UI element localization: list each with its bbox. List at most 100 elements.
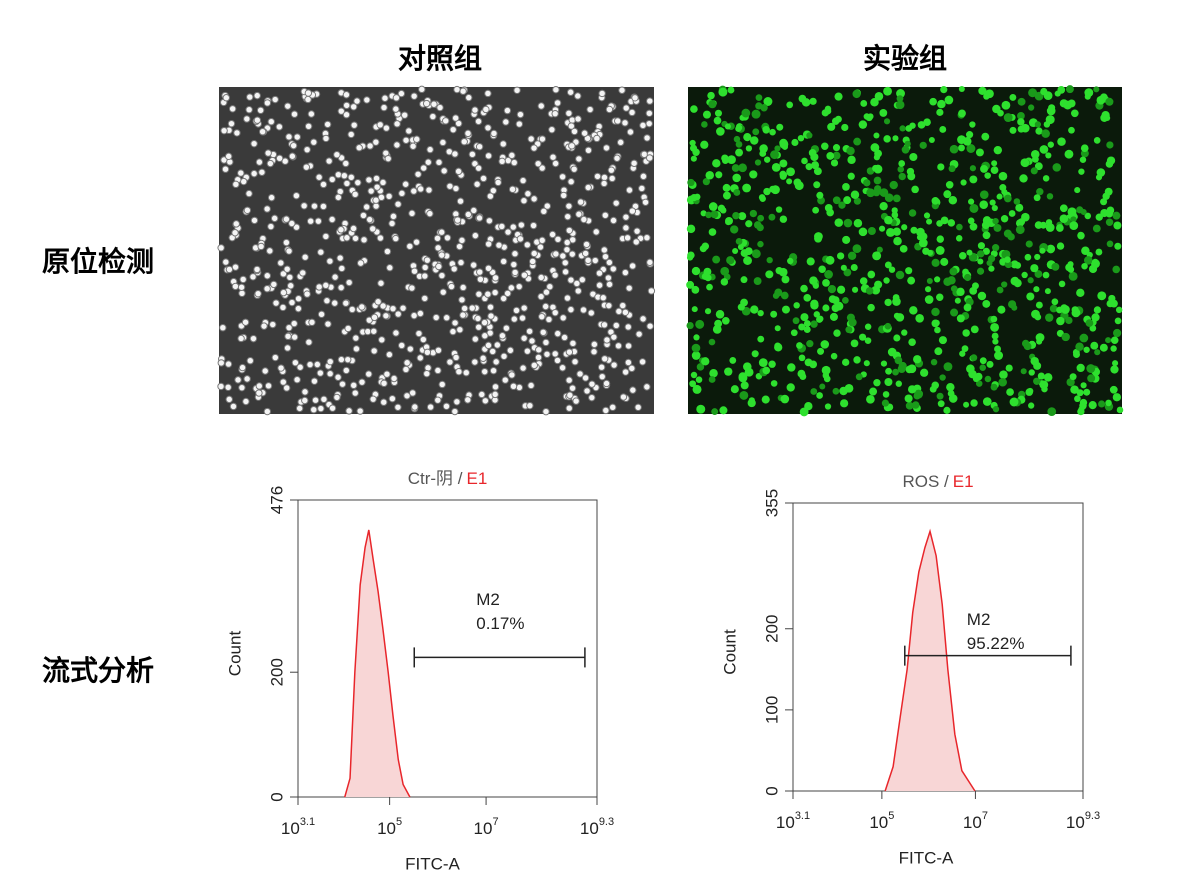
cell [911,185,919,194]
cell [1045,152,1052,159]
cell [560,333,569,342]
cell [763,97,773,106]
y-tick-label: 0 [762,786,781,795]
cell [491,383,500,391]
cell [720,278,729,286]
cell [899,125,906,132]
cell [323,297,331,305]
cell [1011,304,1018,311]
cell [884,215,893,225]
cell [492,358,500,366]
cell [590,348,598,356]
cell [336,254,344,262]
cell [408,209,416,218]
cell [827,284,837,294]
cell [296,363,304,371]
cell [609,216,618,225]
cell [308,318,316,326]
cell [799,373,807,380]
cell [509,223,517,231]
cell [565,202,573,210]
cell [552,250,560,258]
cell [474,323,483,331]
cell [1008,210,1016,217]
tick-base: 10 [869,813,888,832]
cell [781,275,790,284]
cell [803,326,811,334]
cell [561,259,569,267]
cell [275,154,284,163]
cell [874,92,884,101]
cell [867,270,876,279]
cell [615,307,623,316]
cell [281,157,289,165]
cell [446,182,454,190]
cell [885,367,892,375]
cell [520,334,528,342]
cell [337,283,345,292]
cell [519,176,527,185]
cell [706,283,713,291]
cell [455,367,463,376]
cell [421,272,429,280]
cell [231,229,239,237]
cell [325,157,333,165]
cell [779,215,788,223]
cell [516,110,525,119]
cell [1105,218,1114,226]
cell [551,159,560,168]
cell [284,332,292,341]
cell [435,262,443,271]
cell [366,142,374,150]
cell [372,196,380,204]
cell [1036,188,1044,196]
cell [843,196,852,205]
cell [845,326,853,334]
cell [535,346,543,354]
cell [934,326,941,334]
cell [292,223,301,231]
cell [847,155,856,165]
x-tick-label: 107 [474,816,499,839]
cell [735,237,743,245]
cell [780,171,788,179]
cell [559,252,567,260]
cell [1095,213,1103,221]
cell [604,274,613,282]
cell [502,118,510,126]
cell [1009,93,1017,101]
cell [438,380,446,389]
cell [500,352,508,361]
cell [614,342,623,350]
cell [536,243,545,251]
cell [388,394,397,403]
cell [605,301,613,310]
cell [745,220,753,228]
cell [374,298,382,306]
cell [869,387,878,396]
cell [305,338,313,346]
cell [328,175,336,184]
cell [893,312,901,320]
cell [619,393,628,401]
cell [774,342,781,350]
cell [1094,349,1101,356]
cell [405,127,413,135]
cell [969,175,978,184]
cell [290,333,299,341]
cell [471,335,480,343]
cell [598,89,606,98]
cell [819,383,826,390]
cell [693,193,701,201]
cell [859,333,867,341]
cell [703,267,712,276]
cell [753,277,762,285]
cell [412,238,421,246]
cell [946,382,955,392]
cell [724,123,731,130]
cell [860,100,868,107]
cell [590,340,599,349]
cell [581,374,590,382]
cell [1024,253,1032,261]
cell [711,408,719,416]
